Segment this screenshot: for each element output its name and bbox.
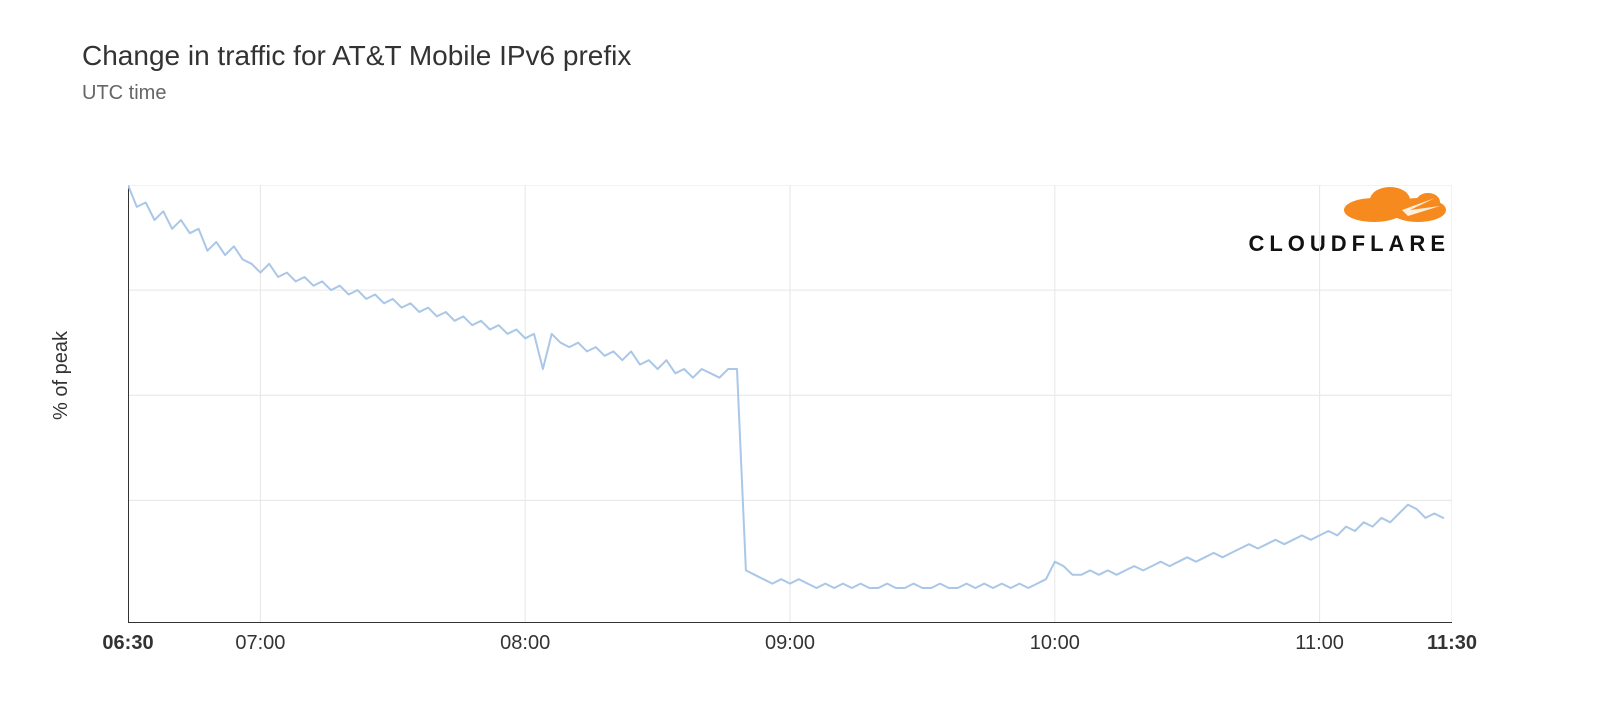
x-tick-label: 06:30 [102,632,153,655]
x-tick-label: 11:30 [1427,632,1477,655]
x-axis-labels: 06:3007:0008:0009:0010:0011:0011:30 [128,632,1452,672]
x-tick-label: 09:00 [765,632,815,655]
x-tick-label: 11:00 [1295,632,1344,655]
chart-container: Change in traffic for AT&T Mobile IPv6 p… [0,0,1600,714]
chart-title: Change in traffic for AT&T Mobile IPv6 p… [82,40,631,72]
y-axis-label: % of peak [50,331,73,420]
x-tick-label: 07:00 [235,632,285,655]
chart-subtitle: UTC time [82,82,166,105]
line-chart [128,185,1452,623]
x-tick-label: 10:00 [1030,632,1080,655]
x-tick-label: 08:00 [500,632,550,655]
